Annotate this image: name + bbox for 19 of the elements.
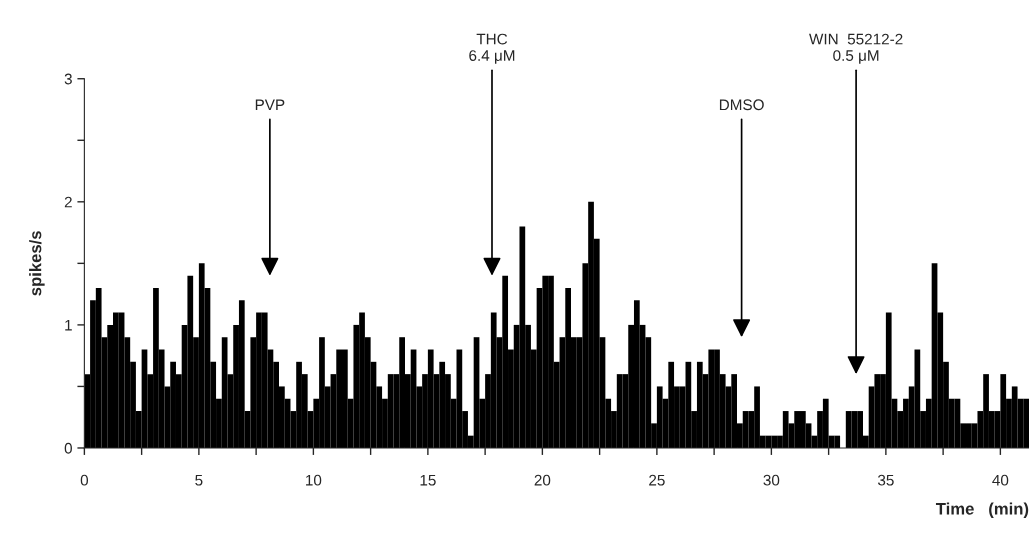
y-tick-label: 1 [65,319,72,331]
x-axis-title: Time (min) [935,502,1029,519]
y-axis-title: spikes/s [29,231,45,296]
x-tick-label: 5 [195,474,203,486]
y-tick-label: 0 [64,442,72,454]
annotation: DMSO [719,99,764,111]
x-tick-label: 25 [649,474,665,486]
x-tick-label: 35 [877,474,894,486]
x-tick-label: 40 [992,474,1009,486]
y-tick-label: 2 [64,196,72,208]
y-tick-label: 3 [64,73,72,85]
x-tick-label: 30 [763,474,780,486]
annotation: THC 6.4 μM [469,33,515,64]
x-tick-label: 15 [420,474,436,486]
x-tick-label: 10 [306,474,322,486]
x-tick-label: 0 [80,474,89,486]
x-tick-label: 20 [534,474,551,486]
annotation: PVP [255,99,285,111]
annotation: WIN 55212-2 0.5 μM [809,33,903,64]
